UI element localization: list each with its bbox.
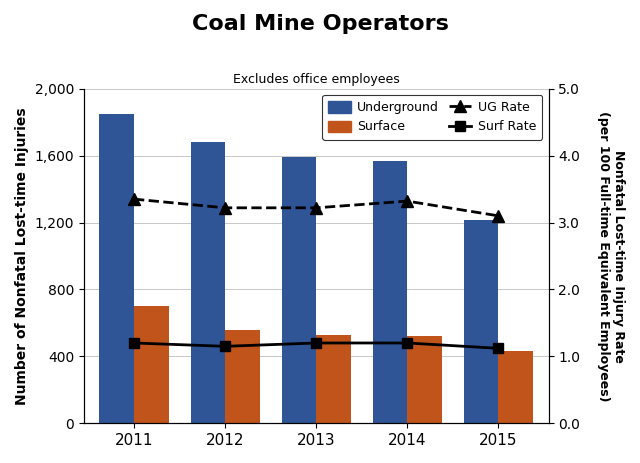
Surf Rate [221, 344, 229, 349]
Surf Rate [312, 340, 320, 346]
Text: Coal Mine Operators: Coal Mine Operators [191, 14, 449, 34]
Bar [316, 335, 351, 423]
Y-axis label: Number of Nonfatal Lost-time Injuries: Number of Nonfatal Lost-time Injuries [15, 107, 29, 405]
Line: Surf Rate: Surf Rate [129, 338, 503, 353]
Surf Rate [495, 345, 502, 351]
Bar [99, 114, 134, 423]
Bar [134, 306, 169, 423]
Bar [408, 336, 442, 423]
UG Rate [404, 198, 412, 204]
UG Rate [312, 205, 320, 211]
Surf Rate [130, 340, 138, 346]
Legend: Underground, Surface, UG Rate, Surf Rate: Underground, Surface, UG Rate, Surf Rate [322, 95, 542, 140]
UG Rate [221, 205, 229, 211]
Bar [499, 351, 533, 423]
Bar [191, 142, 225, 423]
Bar [225, 330, 260, 423]
Bar [372, 162, 408, 423]
UG Rate [130, 196, 138, 202]
Surf Rate [404, 340, 412, 346]
Bar [282, 157, 316, 423]
Y-axis label: Nonfatal Lost-time Injury Rate
(per 100 Full-time Equivalent Employees): Nonfatal Lost-time Injury Rate (per 100 … [597, 111, 625, 401]
UG Rate [495, 213, 502, 219]
Bar [464, 220, 499, 423]
Line: UG Rate: UG Rate [129, 194, 504, 221]
Title: Excludes office employees: Excludes office employees [233, 73, 399, 86]
